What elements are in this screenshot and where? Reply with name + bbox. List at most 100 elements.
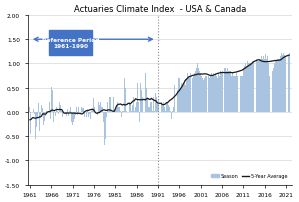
- Bar: [85, 111, 86, 112]
- Bar: [124, 79, 125, 112]
- Bar: [288, 56, 289, 112]
- Bar: [140, 83, 141, 112]
- Bar: [34, 112, 35, 115]
- Bar: [200, 74, 201, 112]
- Bar: [195, 71, 196, 112]
- Bar: [84, 112, 85, 117]
- Bar: [244, 66, 245, 112]
- Bar: [284, 56, 285, 112]
- Bar: [131, 111, 132, 112]
- Bar: [258, 62, 259, 112]
- Bar: [51, 87, 52, 112]
- Bar: [265, 55, 266, 112]
- Bar: [199, 71, 200, 112]
- Bar: [173, 107, 174, 112]
- Bar: [123, 111, 124, 112]
- Bar: [52, 91, 53, 112]
- Bar: [75, 112, 76, 115]
- Bar: [141, 91, 142, 112]
- Bar: [121, 112, 122, 117]
- Bar: [214, 76, 215, 112]
- Bar: [178, 79, 179, 112]
- Bar: [133, 98, 134, 112]
- Bar: [224, 69, 225, 112]
- Bar: [267, 57, 268, 112]
- Bar: [271, 71, 272, 112]
- Bar: [216, 76, 217, 112]
- Bar: [166, 103, 167, 112]
- Bar: [116, 105, 117, 112]
- Bar: [170, 111, 171, 112]
- Bar: [71, 112, 72, 122]
- FancyBboxPatch shape: [49, 31, 92, 56]
- Bar: [119, 107, 120, 112]
- Bar: [107, 103, 108, 112]
- Bar: [49, 103, 50, 112]
- Bar: [76, 107, 77, 112]
- Bar: [96, 107, 97, 112]
- Bar: [156, 98, 157, 112]
- Bar: [55, 112, 56, 116]
- Bar: [152, 111, 153, 112]
- Bar: [171, 112, 172, 120]
- Bar: [35, 112, 36, 139]
- Bar: [254, 62, 255, 112]
- Bar: [184, 81, 185, 112]
- Bar: [153, 98, 154, 112]
- Bar: [62, 112, 63, 117]
- Bar: [61, 111, 62, 112]
- Bar: [175, 86, 176, 112]
- Bar: [229, 71, 230, 112]
- Bar: [136, 103, 137, 112]
- Bar: [68, 112, 69, 116]
- Bar: [93, 99, 94, 112]
- Bar: [256, 59, 257, 112]
- Bar: [50, 112, 51, 120]
- Bar: [172, 111, 173, 112]
- Bar: [282, 56, 283, 112]
- Bar: [231, 76, 232, 112]
- Bar: [283, 54, 284, 112]
- Bar: [104, 112, 105, 145]
- Bar: [234, 76, 235, 112]
- Bar: [242, 76, 243, 112]
- Bar: [83, 108, 84, 112]
- Bar: [197, 64, 198, 112]
- Bar: [228, 71, 229, 112]
- Bar: [245, 64, 246, 112]
- Bar: [32, 112, 33, 117]
- Title: Actuaries Climate Index  - USA & Canada: Actuaries Climate Index - USA & Canada: [74, 5, 246, 14]
- Bar: [230, 71, 231, 112]
- Bar: [88, 112, 89, 117]
- Bar: [226, 71, 227, 112]
- Bar: [237, 76, 238, 112]
- Bar: [72, 112, 73, 126]
- Bar: [147, 98, 148, 112]
- Bar: [99, 105, 100, 112]
- Bar: [43, 112, 44, 126]
- Bar: [78, 107, 80, 112]
- Legend: Season, 5-Year Average: Season, 5-Year Average: [209, 172, 290, 180]
- Bar: [203, 81, 204, 112]
- Bar: [181, 83, 182, 112]
- Bar: [41, 106, 42, 112]
- Bar: [261, 57, 262, 112]
- Bar: [235, 76, 236, 112]
- Bar: [59, 103, 60, 112]
- Bar: [219, 76, 220, 112]
- Bar: [201, 76, 202, 112]
- Bar: [186, 79, 187, 112]
- Bar: [113, 98, 114, 112]
- Text: Reference Period
1961-1990: Reference Period 1961-1990: [42, 38, 99, 48]
- Bar: [130, 105, 131, 112]
- Bar: [56, 107, 57, 112]
- Bar: [81, 107, 82, 112]
- Bar: [281, 54, 282, 112]
- Bar: [60, 105, 61, 112]
- Bar: [277, 59, 278, 112]
- Bar: [188, 79, 189, 112]
- Bar: [70, 107, 71, 112]
- Bar: [154, 111, 155, 112]
- Bar: [29, 107, 30, 112]
- Bar: [109, 98, 110, 112]
